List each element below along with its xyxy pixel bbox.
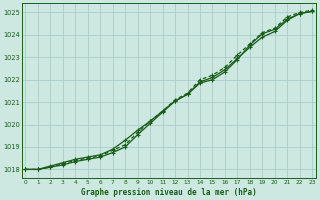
X-axis label: Graphe pression niveau de la mer (hPa): Graphe pression niveau de la mer (hPa) <box>81 188 257 197</box>
